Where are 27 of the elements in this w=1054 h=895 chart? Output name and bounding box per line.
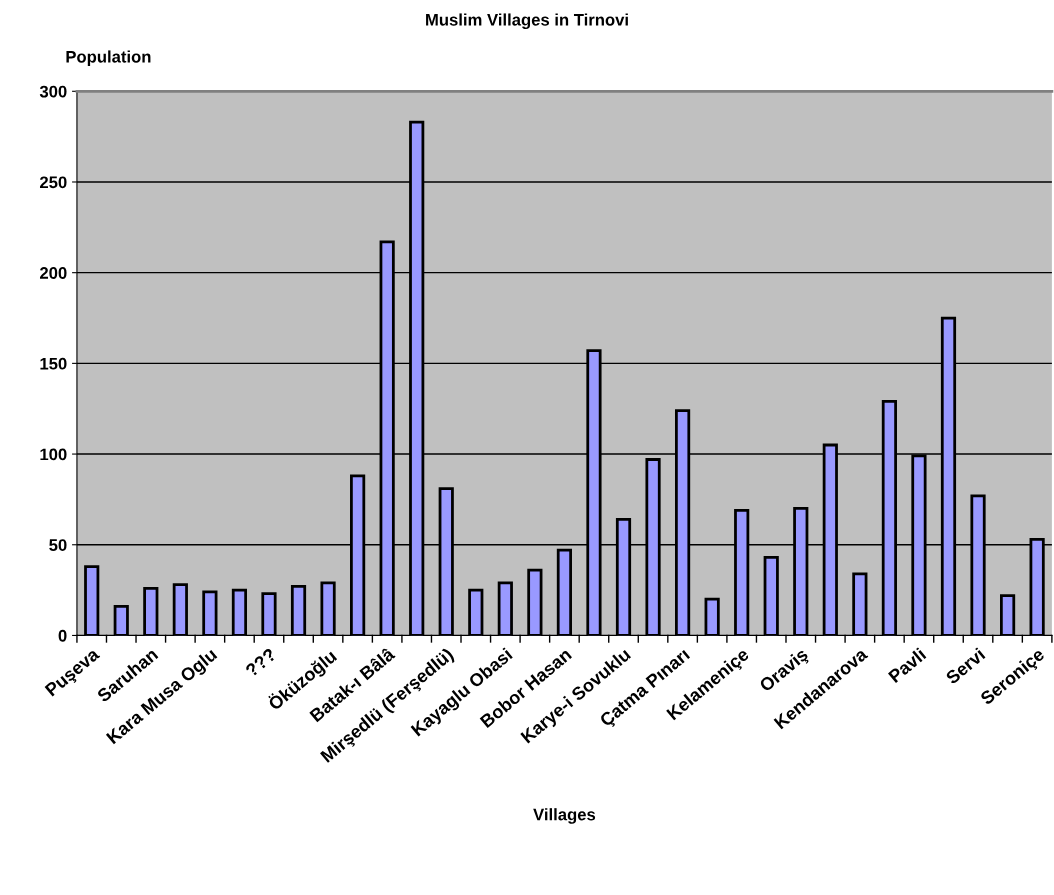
bar [320, 581, 336, 636]
bar [113, 605, 129, 636]
y-tick-label: 100 [40, 448, 67, 461]
bar [704, 597, 720, 636]
bar [172, 583, 188, 636]
bar [84, 565, 100, 636]
bar [261, 592, 277, 636]
bar [556, 548, 573, 636]
bar [527, 568, 543, 636]
y-tick-label: 300 [39, 85, 67, 98]
bar [231, 588, 248, 636]
y-tick-label: 0 [58, 629, 67, 642]
y-tick-label: 200 [39, 267, 67, 279]
y-tick-label: 50 [49, 539, 67, 551]
bar [852, 572, 868, 636]
y-tick-label: 250 [39, 176, 67, 189]
bar [497, 581, 513, 636]
x-axis-title: Villages [533, 808, 596, 824]
bar [143, 586, 159, 636]
bar [763, 556, 779, 636]
bar [468, 588, 484, 636]
chart-title: Muslim Villages in Tirnovi [426, 13, 628, 30]
y-tick-label: 150 [40, 357, 67, 370]
y-axis-title: Population [66, 50, 151, 66]
bar [999, 594, 1016, 636]
bar [290, 585, 307, 636]
bar [202, 590, 218, 636]
